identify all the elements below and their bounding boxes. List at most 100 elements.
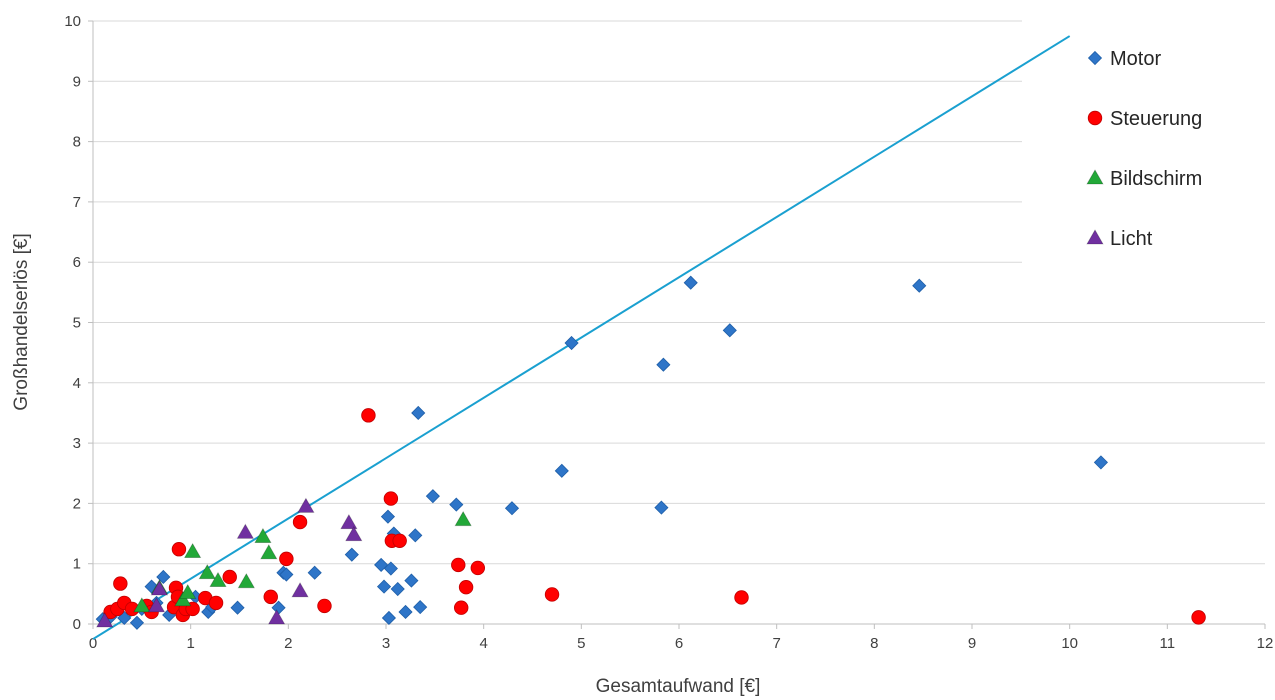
motor-point (413, 600, 428, 615)
steuerung-point (222, 569, 237, 585)
y-tick-label: 2 (73, 495, 81, 512)
y-tick-label: 9 (73, 73, 81, 90)
motor-point (1093, 455, 1108, 470)
legend-item-motor: Motor (1087, 48, 1161, 70)
motor-point (912, 278, 927, 293)
motor-point (554, 463, 569, 478)
bildschirm-point (454, 510, 472, 527)
x-tick-label: 6 (675, 635, 683, 652)
y-tick-label: 5 (73, 315, 81, 332)
motor-point (156, 569, 171, 585)
motor-point (129, 615, 145, 630)
legend-marker (1087, 50, 1103, 66)
x-tick-label: 1 (186, 635, 194, 652)
bildschirm-point (254, 527, 272, 543)
bildschirm-point (260, 544, 278, 560)
x-tick-label: 7 (772, 635, 780, 652)
steuerung-point (451, 557, 466, 573)
motor-point (344, 547, 359, 562)
steuerung-point (734, 590, 749, 605)
licht-point (340, 513, 358, 530)
motor-point (390, 581, 405, 597)
series-bildschirm (133, 510, 472, 613)
axes (88, 20, 1266, 629)
licht-point (345, 525, 363, 542)
steuerung-point (544, 587, 560, 602)
motor-point (654, 500, 669, 515)
motor-point (504, 501, 520, 516)
steuerung-point (171, 542, 187, 557)
steuerung-point (208, 595, 224, 611)
x-axis-label: Gesamtaufwand [€] (596, 676, 761, 697)
x-tick-label: 8 (870, 635, 878, 652)
series-licht (96, 497, 363, 628)
licht-point (96, 612, 114, 628)
steuerung-point (458, 580, 474, 595)
x-tick-label: 4 (479, 635, 487, 652)
motor-point (656, 357, 671, 372)
motor-point (279, 567, 294, 582)
series-steuerung (103, 408, 1206, 625)
legend-item-steuerung: Steuerung (1087, 108, 1202, 130)
y-tick-label: 10 (64, 13, 81, 30)
steuerung-point (1191, 610, 1206, 625)
licht-point (236, 523, 255, 539)
legend-marker (1086, 169, 1104, 185)
motor-point (683, 275, 698, 290)
x-tick-label: 11 (1160, 635, 1176, 652)
steuerung-point (361, 408, 376, 423)
y-tick-label: 7 (73, 194, 81, 211)
y-tick-label: 1 (73, 556, 81, 573)
legend-label: Licht (1110, 228, 1153, 250)
bildschirm-point (179, 583, 197, 600)
legend-label: Steuerung (1110, 108, 1202, 130)
motor-point (425, 489, 440, 504)
y-tick-label: 0 (73, 616, 81, 633)
legend-marker (1086, 229, 1104, 245)
data-points (95, 275, 1206, 630)
steuerung-point (113, 576, 128, 591)
x-tick-label: 9 (968, 635, 976, 652)
steuerung-point (454, 600, 469, 615)
y-axis-label: Großhandelserlös [€] (11, 233, 32, 410)
gridlines (93, 20, 1265, 565)
bildschirm-point (198, 563, 216, 580)
x-tick-label: 0 (89, 635, 97, 652)
steuerung-point (392, 533, 407, 548)
legend-marker (1087, 110, 1103, 126)
legend-label: Bildschirm (1110, 168, 1202, 190)
bildschirm-point (183, 542, 202, 559)
motor-point (307, 565, 322, 580)
x-tick-labels: 0 1 2 3 4 5 6 7 8 9 10 11 12 (89, 635, 1274, 652)
motor-point (381, 610, 396, 626)
steuerung-point (292, 514, 308, 530)
licht-point (291, 582, 309, 598)
motor-point (376, 579, 392, 594)
steuerung-point (263, 589, 278, 605)
bildschirm-point (174, 591, 192, 607)
legend: Motor Steuerung Bildschirm Licht (1086, 48, 1202, 250)
y-tick-label: 6 (73, 254, 81, 271)
motor-point (564, 335, 579, 351)
reference-line (92, 35, 1071, 640)
licht-point (297, 497, 315, 513)
bildschirm-point (237, 572, 256, 589)
motor-point (411, 405, 426, 421)
motor-point (404, 573, 419, 588)
legend-label: Motor (1110, 48, 1161, 70)
legend-item-licht: Licht (1086, 228, 1153, 250)
y-tick-label: 3 (73, 435, 81, 452)
licht-point (147, 597, 166, 613)
y-tick-labels: 0 1 2 3 4 5 6 7 8 9 10 (64, 13, 81, 633)
steuerung-point (279, 551, 294, 567)
motor-point (408, 528, 423, 543)
licht-point (267, 609, 286, 625)
steuerung-point (317, 598, 332, 614)
x-tick-label: 2 (284, 635, 292, 652)
motor-point (383, 561, 398, 576)
motor-point (722, 323, 737, 338)
licht-point (150, 580, 169, 596)
x-tick-label: 3 (382, 635, 390, 652)
x-tick-label: 10 (1061, 635, 1078, 652)
y-tick-label: 4 (73, 375, 81, 392)
